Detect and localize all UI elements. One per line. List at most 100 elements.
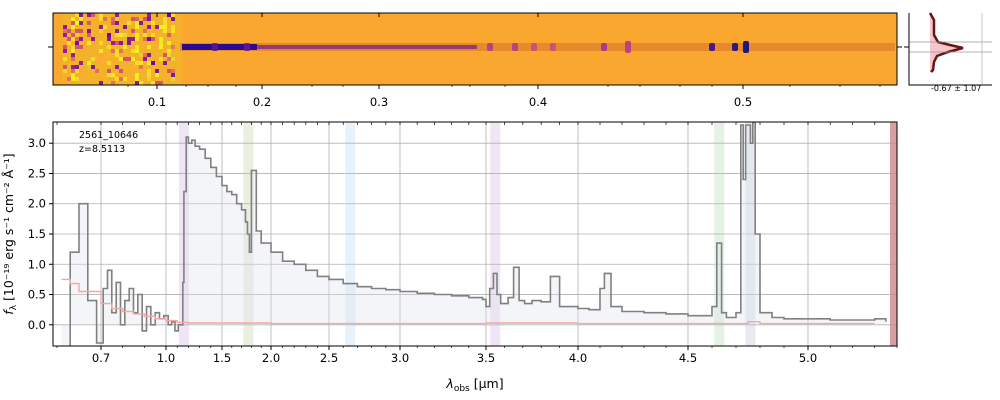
y-axis: 0.0 0.5 1.0 1.5 2.0 2.5 3.0 (28, 136, 53, 332)
noise-pixel (147, 53, 151, 57)
emission-blob (709, 43, 715, 51)
noise-pixel (79, 21, 83, 25)
noise-pixel (111, 37, 115, 41)
top-x-tick-label: 0.3 (370, 95, 388, 109)
y-tick-label: 3.0 (28, 136, 46, 150)
noise-pixel (67, 37, 71, 41)
noise-pixel (171, 73, 175, 77)
noise-pixel (143, 37, 147, 41)
noise-pixel (131, 29, 135, 33)
error-series-line (61, 278, 875, 325)
noise-pixel (147, 13, 151, 17)
emission-blob (531, 43, 537, 51)
x-tick-label: 1.5 (213, 351, 231, 365)
noise-pixel (99, 17, 103, 21)
noise-pixel (75, 33, 79, 37)
noise-pixel (123, 45, 127, 49)
noise-pixel (99, 29, 103, 33)
noise-pixel (71, 49, 75, 53)
x-tick-label: 3.5 (477, 351, 495, 365)
noise-pixel (115, 49, 119, 53)
spectrum-2d-emission-lines (212, 41, 749, 53)
noise-pixel (71, 73, 75, 77)
noise-pixel (119, 49, 123, 53)
noise-pixel (163, 25, 167, 29)
line-band (345, 122, 356, 346)
noise-pixel (135, 49, 139, 53)
noise-pixel (111, 81, 115, 85)
noise-pixel (143, 29, 147, 33)
noise-pixel (111, 73, 115, 77)
spectrum-fill (61, 122, 886, 346)
top-x-tick-label: 0.2 (253, 95, 271, 109)
noise-pixel (87, 41, 91, 45)
noise-pixel (63, 37, 67, 41)
spectrum-series (61, 122, 887, 346)
x-axis-label: λobs [μm] (445, 376, 503, 394)
noise-pixel (155, 81, 159, 85)
noise-pixel (147, 37, 151, 41)
noise-pixel (119, 77, 123, 81)
noise-pixel (135, 45, 139, 49)
noise-pixel (123, 25, 127, 29)
y-axis-label: fλ [10⁻¹⁹ erg s⁻¹ cm⁻² Å⁻¹] (1, 153, 19, 314)
y-tick-label: 2.0 (28, 197, 46, 211)
noise-pixel (155, 69, 159, 73)
noise-pixel (111, 21, 115, 25)
noise-pixel (99, 57, 103, 61)
emission-blob (487, 43, 493, 51)
line-band (745, 122, 756, 346)
noise-pixel (147, 17, 151, 21)
noise-pixel (171, 13, 175, 17)
noise-pixel (151, 77, 155, 81)
noise-pixel (71, 17, 75, 21)
noise-pixel (107, 73, 111, 77)
emission-blob (732, 43, 738, 51)
noise-pixel (135, 61, 139, 65)
noise-pixel (107, 45, 111, 49)
noise-pixel (131, 17, 135, 21)
noise-pixel (95, 61, 99, 65)
spectrum-2d-panel: 0.1 0.2 0.3 0.4 0.5 (48, 12, 902, 109)
noise-pixel (139, 65, 143, 69)
noise-pixel (139, 53, 143, 57)
x-axis: 0.7 1.0 1.5 2.0 2.5 3.0 3.5 4.0 4.5 5.0 (56, 122, 898, 365)
noise-pixel (159, 45, 163, 49)
noise-pixel (167, 69, 171, 73)
noise-pixel (99, 81, 103, 85)
noise-pixel (63, 81, 67, 85)
noise-pixel (79, 29, 83, 33)
emission-blob (625, 41, 631, 53)
spectrum-2d-wavelength-axis: 0.1 0.2 0.3 0.4 0.5 (127, 13, 881, 109)
noise-pixel (91, 13, 95, 17)
noise-pixel (107, 37, 111, 41)
noise-pixel (131, 57, 135, 61)
noise-pixel (87, 61, 91, 65)
noise-pixel (155, 73, 159, 77)
noise-pixel (135, 81, 139, 85)
noise-pixel (135, 77, 139, 81)
noise-pixel (103, 17, 107, 21)
noise-pixel (171, 57, 175, 61)
noise-pixel (143, 33, 147, 37)
noise-pixel (63, 45, 67, 49)
top-x-tick-label: 0.4 (529, 95, 547, 109)
noise-pixel (159, 25, 163, 29)
x-tick-label: 4.0 (569, 351, 587, 365)
noise-pixel (147, 45, 151, 49)
profile-line (928, 12, 964, 73)
noise-pixel (63, 49, 67, 53)
noise-pixel (119, 57, 123, 61)
noise-pixel (135, 37, 139, 41)
noise-pixel (79, 69, 83, 73)
noise-pixel (135, 25, 139, 29)
noise-pixel (143, 53, 147, 57)
x-tick-label: 4.5 (679, 351, 697, 365)
noise-pixel (143, 57, 147, 61)
noise-pixel (111, 49, 115, 53)
noise-pixel (107, 33, 111, 37)
noise-pixel (151, 33, 155, 37)
noise-pixel (167, 57, 171, 61)
noise-pixel (115, 29, 119, 33)
noise-pixel (107, 77, 111, 81)
